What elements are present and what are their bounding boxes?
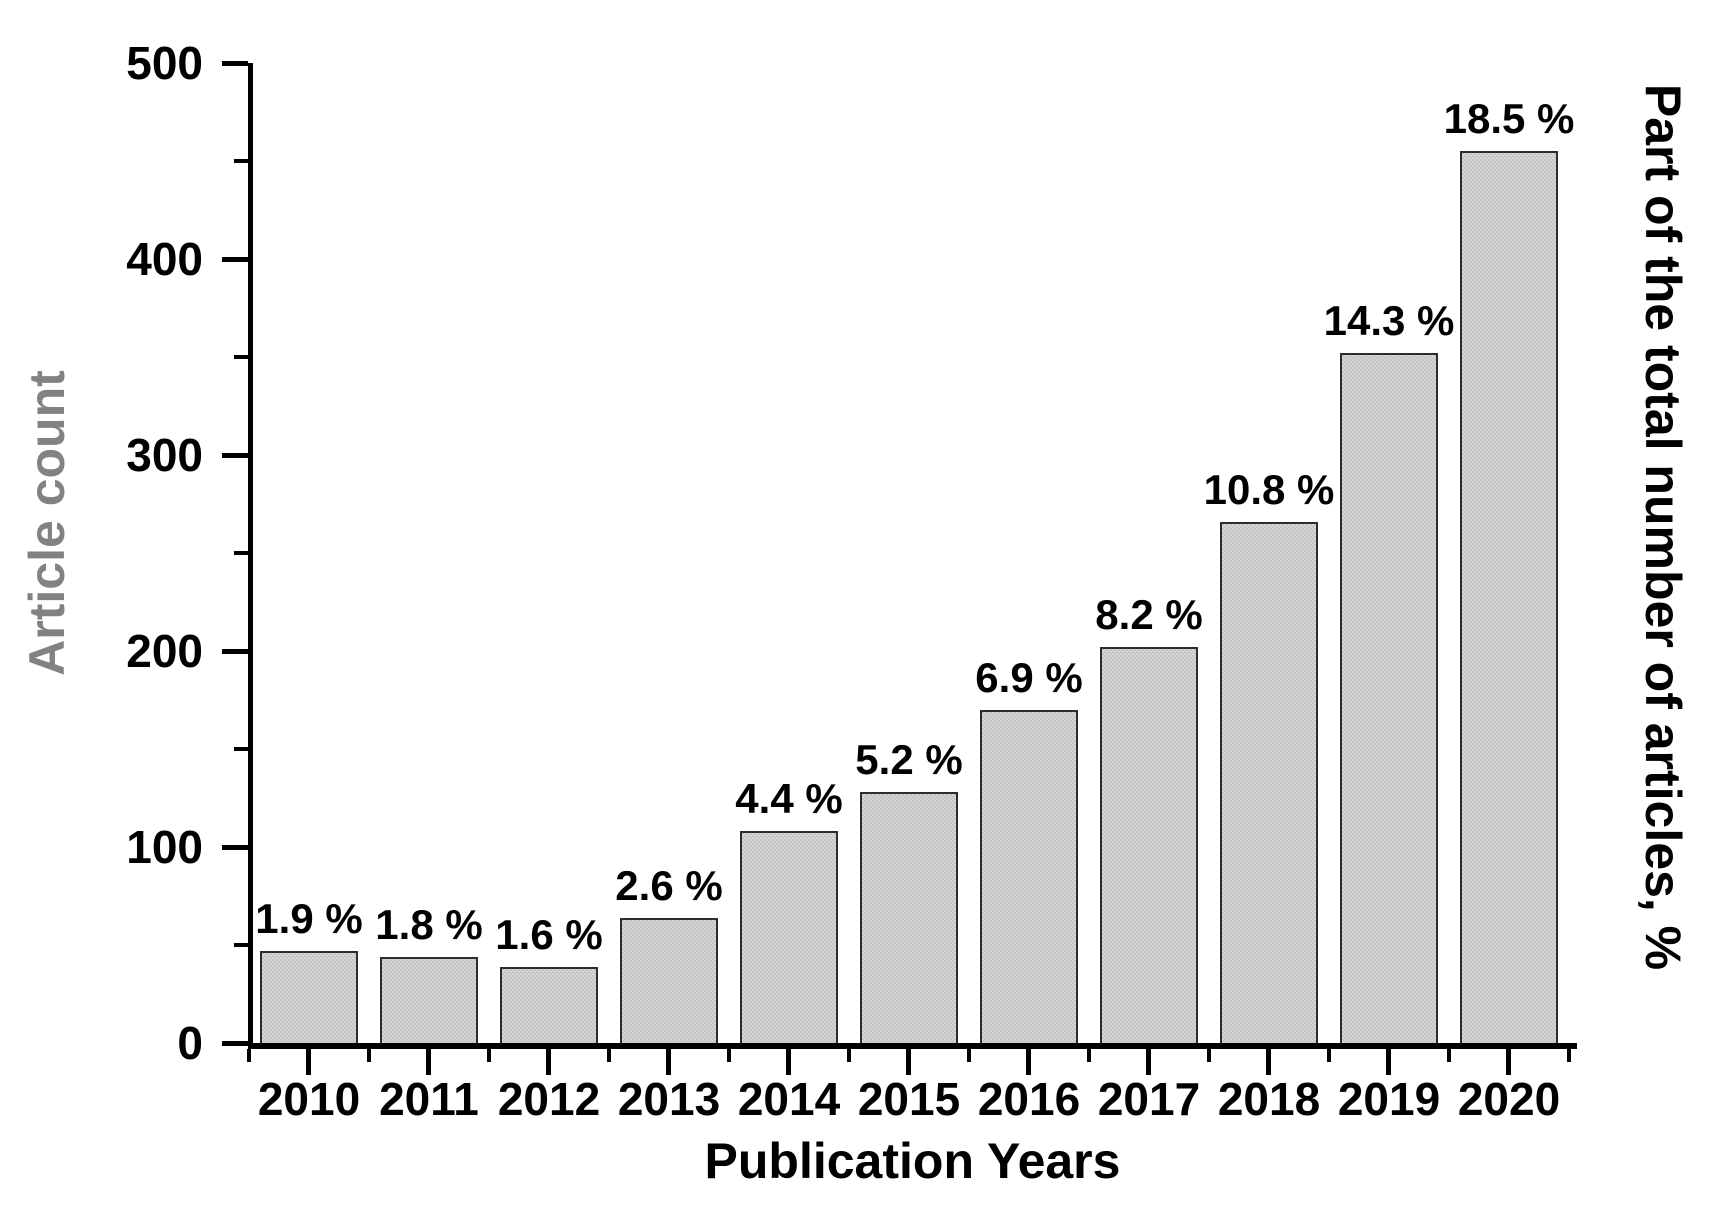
x-major-tick [786, 1049, 791, 1075]
x-tick-label: 2011 [379, 1073, 479, 1125]
x-tick-label: 2010 [257, 1073, 361, 1125]
bar-value-label: 1.9 % [255, 895, 363, 942]
y-major-tick [222, 60, 248, 66]
x-minor-tick [847, 1049, 851, 1062]
x-minor-tick [607, 1049, 611, 1062]
y-tick-label: 300 [126, 429, 203, 481]
x-minor-tick [727, 1049, 731, 1062]
x-tick-label: 2016 [977, 1073, 1081, 1125]
bar-2014 [740, 831, 838, 1043]
x-major-tick [1386, 1049, 1391, 1075]
x-major-tick [1266, 1049, 1271, 1075]
bar-2020 [1460, 151, 1558, 1043]
bar-2017 [1100, 647, 1198, 1043]
x-tick-label: 2019 [1337, 1073, 1441, 1125]
x-major-tick [546, 1049, 551, 1075]
bar-2013 [620, 918, 718, 1043]
bar-value-label: 4.4 % [735, 775, 843, 822]
bar-value-label: 1.6 % [495, 911, 603, 958]
x-major-tick [906, 1049, 911, 1075]
y-major-tick [222, 1040, 248, 1046]
left-axis-title: Article count [19, 370, 75, 676]
y-major-tick [222, 844, 248, 850]
y-minor-tick [234, 159, 248, 163]
x-tick-label: 2020 [1457, 1073, 1561, 1125]
y-minor-tick [234, 355, 248, 359]
bar-value-label: 5.2 % [855, 736, 963, 783]
bar-2012 [500, 967, 598, 1043]
x-tick-label: 2012 [497, 1073, 601, 1125]
bar-2011 [380, 957, 478, 1043]
bar-2010 [260, 951, 358, 1043]
x-major-tick [1026, 1049, 1031, 1075]
x-major-tick [1146, 1049, 1151, 1075]
bar-2019 [1340, 353, 1438, 1043]
x-minor-tick [1207, 1049, 1211, 1062]
y-tick-label: 100 [126, 821, 203, 873]
y-tick-label: 400 [126, 233, 203, 285]
y-tick-label: 500 [126, 37, 203, 89]
bar-2015 [860, 792, 958, 1043]
bar-2016 [980, 710, 1078, 1043]
x-minor-tick [487, 1049, 491, 1062]
x-minor-tick [967, 1049, 971, 1062]
x-minor-tick [1447, 1049, 1451, 1062]
bar-value-label: 1.8 % [375, 901, 483, 948]
x-tick-label: 2017 [1097, 1073, 1201, 1125]
x-tick-label: 2015 [857, 1073, 961, 1125]
x-minor-tick [1327, 1049, 1331, 1062]
x-tick-label: 2013 [617, 1073, 721, 1125]
x-minor-tick [1087, 1049, 1091, 1062]
bar-value-label: 8.2 % [1095, 591, 1203, 638]
x-major-tick [1506, 1049, 1511, 1075]
bar-value-label: 10.8 % [1203, 466, 1335, 513]
y-minor-tick [234, 551, 248, 555]
x-minor-tick [247, 1049, 251, 1062]
y-minor-tick [234, 747, 248, 751]
x-major-tick [426, 1049, 431, 1075]
bar-value-label: 14.3 % [1323, 297, 1455, 344]
x-minor-tick [367, 1049, 371, 1062]
y-tick-label: 0 [177, 1017, 203, 1069]
bar-value-label: 18.5 % [1443, 95, 1575, 142]
x-axis-title: Publication Years [704, 1133, 1121, 1189]
bar-value-label: 2.6 % [615, 862, 723, 909]
x-major-tick [306, 1049, 311, 1075]
y-major-tick [222, 256, 248, 262]
x-tick-label: 2014 [737, 1073, 841, 1125]
x-major-tick [666, 1049, 671, 1075]
y-tick-label: 200 [126, 625, 203, 677]
bar-value-label: 6.9 % [975, 654, 1083, 701]
x-minor-tick [1567, 1049, 1571, 1062]
plot-area: 1.9 % 2010 1.8 % 2011 1.6 % 2012 2.6 % 2013 4.4 … [126, 37, 1577, 1123]
right-axis-title: Part of the total number of articles, % [1635, 83, 1691, 971]
bar-2018 [1220, 522, 1318, 1043]
y-major-tick [222, 648, 248, 654]
y-minor-tick [234, 943, 248, 947]
y-major-tick [222, 452, 248, 458]
x-tick-label: 2018 [1217, 1073, 1321, 1125]
